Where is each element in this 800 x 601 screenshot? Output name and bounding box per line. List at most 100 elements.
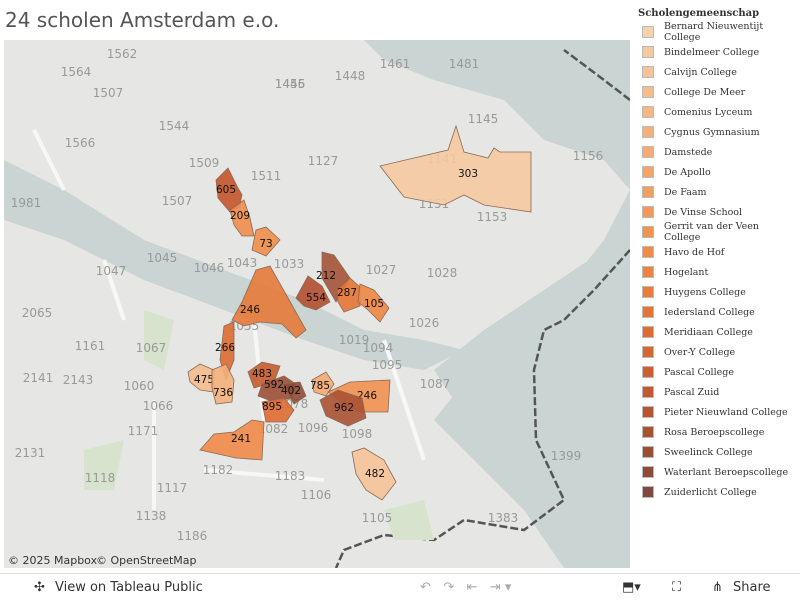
legend-swatch <box>642 186 654 198</box>
legend-item[interactable]: Gerrit van der Veen College <box>638 221 798 243</box>
legend-item[interactable]: Calvijn College <box>638 62 798 82</box>
legend-item[interactable]: Pascal College <box>638 362 798 382</box>
basemap-label: 1153 <box>477 210 508 224</box>
basemap-label: 1383 <box>488 511 519 525</box>
legend-label: Rosa Beroepscollege <box>664 426 765 438</box>
legend-label: Calvijn College <box>664 66 737 78</box>
legend-item[interactable]: Rosa Beroepscollege <box>638 422 798 442</box>
legend-item[interactable]: Hogelant <box>638 262 798 282</box>
region[interactable] <box>311 371 335 397</box>
legend-title: Scholengemeenschap <box>638 8 760 19</box>
map[interactable]: 1562 1445 1461 1481 1564 1448 1456 1507 1544 1145… <box>4 40 630 568</box>
region[interactable] <box>351 447 397 501</box>
legend-item[interactable]: Over-Y College <box>638 342 798 362</box>
region[interactable] <box>215 167 243 213</box>
basemap-label: 1060 <box>124 379 155 393</box>
legend-swatch <box>642 246 654 258</box>
legend-label: Bindelmeer College <box>664 46 760 58</box>
legend-item[interactable]: Bernard Nieuwentijt College <box>638 21 798 43</box>
share[interactable]: Share <box>733 580 771 595</box>
region-label: 605 <box>216 184 236 196</box>
region-label: 287 <box>337 287 357 299</box>
legend-label: Havo de Hof <box>664 246 725 258</box>
legend-item[interactable]: Comenius Lyceum <box>638 102 798 122</box>
view-link[interactable]: View on Tableau Public <box>55 580 203 595</box>
legend-item[interactable]: Pieter Nieuwland College <box>638 402 798 422</box>
legend-swatch <box>642 206 654 218</box>
basemap-label: 1138 <box>136 509 167 523</box>
region[interactable] <box>251 226 281 257</box>
attribution[interactable]: © OpenStreetMap <box>96 554 197 567</box>
legend-item[interactable]: Waterlant Beroepscollege <box>638 462 798 482</box>
legend-swatch <box>642 146 654 158</box>
legend-item[interactable]: Damstede <box>638 142 798 162</box>
legend-swatch <box>642 366 654 378</box>
region-label: 303 <box>458 168 478 180</box>
legend-swatch <box>642 86 654 98</box>
region-label: 212 <box>316 270 336 282</box>
legend: Scholengemeenschap Bernard Nieuwentijt C… <box>638 8 798 502</box>
legend-item[interactable]: Pascal Zuid <box>638 382 798 402</box>
legend-item[interactable]: Huygens College <box>638 282 798 302</box>
basemap-label: 1118 <box>85 471 116 485</box>
legend-swatch <box>642 46 654 58</box>
legend-item[interactable]: De Apollo <box>638 162 798 182</box>
legend-label: Huygens College <box>664 286 746 298</box>
legend-item[interactable]: Iedersland College <box>638 302 798 322</box>
region[interactable] <box>295 275 331 311</box>
legend-label: De Vinse School <box>664 206 743 218</box>
basemap-label: 1507 <box>93 86 124 100</box>
basemap-label: 1448 <box>335 69 366 83</box>
region[interactable] <box>229 199 255 237</box>
legend-item[interactable]: Sweelinck College <box>638 442 798 462</box>
basemap-label: 1105 <box>362 511 393 525</box>
region[interactable] <box>281 381 307 405</box>
basemap-label: 1026 <box>409 316 440 330</box>
legend-swatch <box>642 426 654 438</box>
legend-label: Hogelant <box>664 266 709 278</box>
legend-item[interactable]: De Vinse School <box>638 202 798 222</box>
share-icon: ⋔ <box>712 580 723 595</box>
region-label: 402 <box>281 385 301 397</box>
region[interactable] <box>199 419 265 461</box>
region[interactable] <box>211 363 235 405</box>
legend-item[interactable]: Zuiderlicht College <box>638 482 798 502</box>
legend-label: Damstede <box>664 146 713 158</box>
region[interactable] <box>357 283 390 323</box>
legend-item[interactable]: College De Meer <box>638 82 798 102</box>
basemap-label: 1183 <box>275 469 306 483</box>
download[interactable]: ⬒▾ <box>622 580 641 595</box>
basemap-label: 1094 <box>363 341 394 355</box>
basemap-label: 1182 <box>203 463 234 477</box>
legend-item[interactable]: De Faam <box>638 182 798 202</box>
region[interactable] <box>261 397 295 423</box>
legend-item[interactable]: Cygnus Gymnasium <box>638 122 798 142</box>
legend-item[interactable]: Meridiaan College <box>638 322 798 342</box>
basemap-label: 1106 <box>301 488 332 502</box>
region-label: 209 <box>230 210 250 222</box>
undo[interactable]: ↶ ↷ ⇤ ⇥ ▾ <box>420 580 512 595</box>
basemap-label: 1566 <box>65 136 96 150</box>
region[interactable] <box>319 389 367 427</box>
region-label: 482 <box>365 468 385 480</box>
region-label: 895 <box>262 401 282 413</box>
region[interactable] <box>379 124 532 213</box>
basemap-label: 1186 <box>177 529 208 543</box>
region[interactable] <box>336 277 361 313</box>
region[interactable] <box>231 265 307 339</box>
basemap-label: 1027 <box>366 263 397 277</box>
attribution[interactable]: © 2025 Mapbox <box>8 554 98 567</box>
fullscreen[interactable]: ⛶ <box>672 580 682 595</box>
legend-swatch <box>642 66 654 78</box>
region-label: 483 <box>252 368 272 380</box>
legend-item[interactable]: Bindelmeer College <box>638 42 798 62</box>
region-label: 246 <box>240 304 260 316</box>
legend-swatch <box>642 386 654 398</box>
legend-label: Pieter Nieuwland College <box>664 406 788 418</box>
region-label: 736 <box>213 387 233 399</box>
basemap-label: 1544 <box>159 119 190 133</box>
legend-swatch <box>642 266 654 278</box>
legend-item[interactable]: Havo de Hof <box>638 242 798 262</box>
tableau-icon: ✣ <box>34 580 45 595</box>
legend-swatch <box>642 466 654 478</box>
